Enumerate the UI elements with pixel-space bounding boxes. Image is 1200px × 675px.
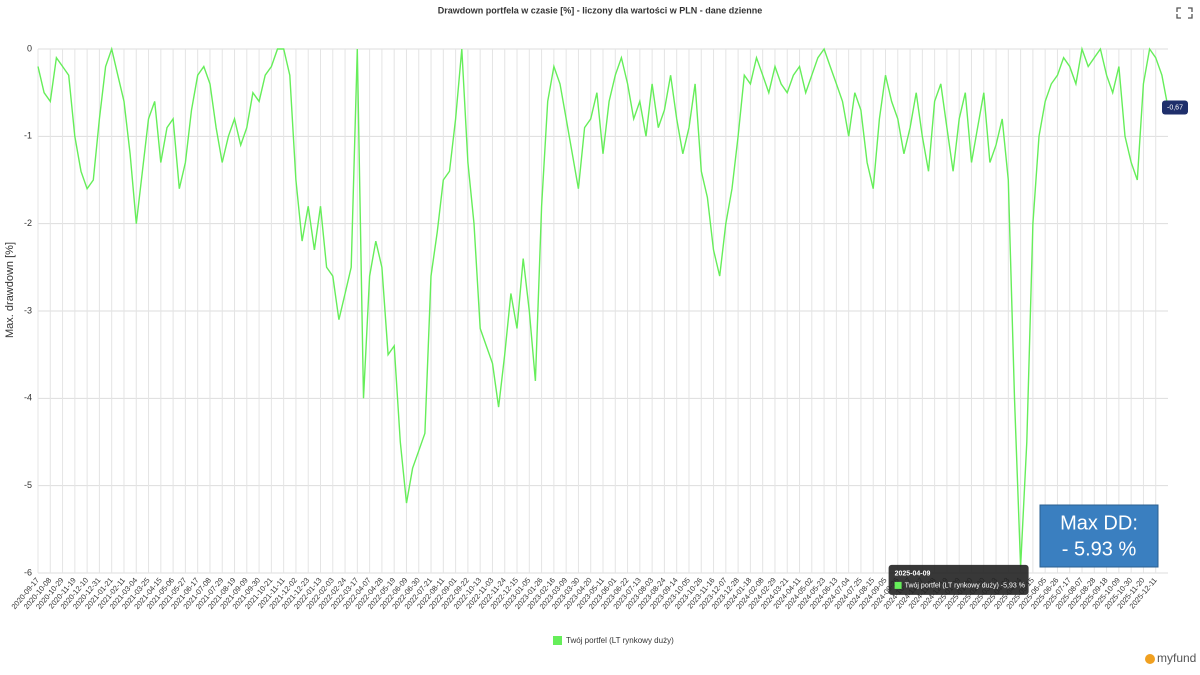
y-tick-label: -1 — [24, 131, 32, 141]
y-tick-label: -2 — [24, 218, 32, 228]
logo: myfund — [1157, 651, 1196, 665]
y-tick-label: -5 — [24, 480, 32, 490]
logo-icon — [1145, 654, 1155, 664]
tooltip-date: 2025-04-09 — [895, 571, 931, 578]
expand-glyph[interactable] — [1176, 7, 1193, 19]
tooltip-swatch — [894, 581, 902, 589]
y-tick-label: -3 — [24, 305, 32, 315]
end-label-box — [1162, 100, 1188, 115]
y-axis-label: Max. drawdown [%] — [4, 242, 16, 338]
end-label: -0,67 — [1167, 104, 1183, 111]
chart-title: Drawdown portfela w czasie [%] - liczony… — [438, 5, 763, 15]
tooltip-box — [888, 564, 1029, 595]
series-line — [37, 46, 1169, 567]
callout-text: - 5.93 % — [1062, 538, 1137, 560]
legend-label: Twój portfel (LT rynkowy duży) — [566, 636, 674, 645]
y-tick-label: -4 — [24, 393, 32, 403]
legend-swatch — [553, 636, 562, 645]
y-tick-label: -6 — [24, 567, 32, 577]
tooltip-text: Twój portfel (LT rynkowy duży) -5,93 % — [905, 583, 1025, 590]
callout-text: Max DD: — [1060, 512, 1138, 534]
expand-icon[interactable] — [1176, 7, 1193, 19]
y-tick-label: 0 — [27, 43, 32, 53]
callout-box — [1039, 504, 1159, 568]
